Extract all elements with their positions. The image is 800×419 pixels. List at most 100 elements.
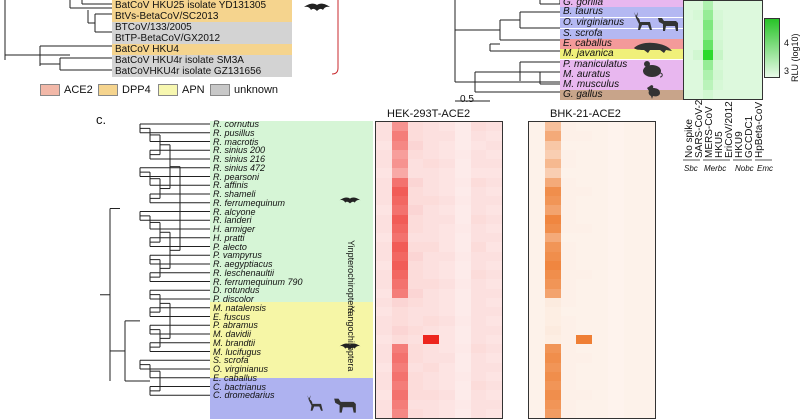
heatmap-cell bbox=[743, 40, 753, 50]
heatmap-cell bbox=[529, 177, 546, 188]
heatmap-cell bbox=[639, 362, 655, 373]
heatmap-cell bbox=[607, 223, 624, 234]
heatmap-cell bbox=[733, 10, 743, 20]
heatmap-cell bbox=[470, 353, 487, 363]
heatmap-cell bbox=[607, 168, 624, 178]
heatmap-cell bbox=[592, 381, 609, 391]
heatmap-cell bbox=[486, 177, 502, 188]
bat-species-label: S. scrofa bbox=[213, 355, 249, 366]
heatmap-cell bbox=[607, 362, 624, 373]
heatmap-cell bbox=[407, 344, 424, 354]
heatmap-cell bbox=[529, 251, 546, 262]
heatmap-cell bbox=[407, 233, 424, 243]
heatmap-cell bbox=[743, 30, 753, 40]
heatmap-cell bbox=[544, 205, 561, 215]
virus-row: BtTP-BetaCoV/GX2012 bbox=[112, 33, 292, 44]
heatmap-cell bbox=[529, 149, 546, 160]
heatmap-cell bbox=[376, 381, 393, 391]
heatmap-cell bbox=[592, 288, 609, 299]
heatmap-cell bbox=[576, 233, 593, 243]
bat-species-label: M. lucifugus bbox=[213, 346, 262, 357]
heatmap-cell bbox=[753, 40, 763, 50]
heatmap-cell bbox=[376, 297, 393, 308]
virus-row: BatCoVHKU4r isolate GZ131656 bbox=[112, 66, 292, 77]
heatmap-cell bbox=[454, 260, 471, 271]
heatmap-cell bbox=[560, 390, 577, 400]
bat-species-label: M. davidii bbox=[213, 329, 252, 339]
virus-name: BtTP-BetaCoV/GX2012 bbox=[115, 33, 221, 44]
heatmap-cell bbox=[529, 344, 546, 354]
heatmap-cell bbox=[423, 131, 440, 141]
heatmap-cell bbox=[391, 140, 408, 151]
virus-name: BatCoVHKU4r isolate GZ131656 bbox=[115, 66, 262, 77]
heatmap-cell bbox=[454, 131, 471, 141]
heatmap-cell bbox=[576, 223, 593, 234]
heatmap-cell bbox=[470, 186, 487, 197]
heatmap-cell bbox=[470, 279, 487, 289]
heatmap-cell bbox=[623, 270, 640, 280]
heatmap-cell bbox=[470, 307, 487, 317]
heatmap-cell bbox=[607, 242, 624, 252]
bat-species-label: D. rotundus bbox=[213, 285, 260, 296]
heatmap-cell bbox=[544, 362, 561, 373]
heatmap-cell bbox=[529, 325, 546, 336]
bat-species-label: R. landeri bbox=[213, 215, 252, 226]
heatmap-cell bbox=[486, 196, 502, 206]
heatmap-cell bbox=[753, 10, 763, 20]
heatmap-cell bbox=[560, 316, 577, 326]
heatmap-cell bbox=[391, 159, 408, 169]
bat-species-label: R. sinius 216 bbox=[213, 154, 266, 164]
heatmap-cell bbox=[753, 80, 763, 90]
heatmap-cell bbox=[407, 214, 424, 225]
heatmap-cell bbox=[407, 408, 424, 418]
heatmap-cell bbox=[486, 362, 502, 373]
heatmap-cell bbox=[639, 371, 655, 382]
heatmap-cell bbox=[529, 196, 546, 206]
heatmap-cell bbox=[623, 307, 640, 317]
heatmap-cell bbox=[376, 316, 393, 326]
heatmap-cell bbox=[470, 205, 487, 215]
heatmap-cell bbox=[639, 196, 655, 206]
heatmap-cell bbox=[454, 288, 471, 299]
heatmap-cell bbox=[391, 177, 408, 188]
heatmap-cell bbox=[683, 30, 693, 40]
heatmap-cell bbox=[592, 214, 609, 225]
heatmap-cell bbox=[439, 279, 456, 289]
heatmap-cell bbox=[439, 353, 456, 363]
heatmap-cell bbox=[470, 344, 487, 354]
heatmap-cell bbox=[407, 288, 424, 299]
heatmap-cell bbox=[529, 288, 546, 299]
heatmap-cell bbox=[576, 168, 593, 178]
heatmap-cell bbox=[544, 186, 561, 197]
heatmap-cell bbox=[592, 279, 609, 289]
heatmap-cell bbox=[733, 60, 743, 70]
heatmap-cell bbox=[423, 390, 440, 400]
heatmap-cell bbox=[639, 399, 655, 410]
deer-icon bbox=[628, 10, 658, 32]
heatmap-cell bbox=[376, 242, 393, 252]
bat-species-label: M. natalensis bbox=[213, 302, 267, 313]
heatmap-cell bbox=[454, 223, 471, 234]
virus-row: BatCoV HKU4 bbox=[112, 44, 292, 55]
heatmap-cell bbox=[592, 223, 609, 234]
heatmap-cell bbox=[529, 159, 546, 169]
heatmap-cell bbox=[560, 205, 577, 215]
virus-tree bbox=[4, 0, 112, 71]
heatmap-cell bbox=[623, 334, 640, 345]
heatmap-cell bbox=[560, 177, 577, 188]
heatmap-cell bbox=[592, 399, 609, 410]
heatmap-cell bbox=[407, 260, 424, 271]
heatmap-cell bbox=[486, 316, 502, 326]
heatmap-cell bbox=[560, 344, 577, 354]
heatmap-cell bbox=[454, 205, 471, 215]
heatmap-cell bbox=[407, 242, 424, 252]
heatmap-cell bbox=[560, 288, 577, 299]
heatmap-cell bbox=[703, 0, 713, 10]
legend-label: ACE2 bbox=[64, 84, 93, 96]
heatmap-cell bbox=[607, 307, 624, 317]
heatmap-cell bbox=[723, 50, 733, 60]
heatmap-cell bbox=[376, 223, 393, 234]
heatmap-cell bbox=[529, 233, 546, 243]
host-species-label: E. caballus bbox=[560, 39, 685, 49]
virus-name: BatCoV HKU4r isolate SM3A bbox=[115, 55, 244, 66]
